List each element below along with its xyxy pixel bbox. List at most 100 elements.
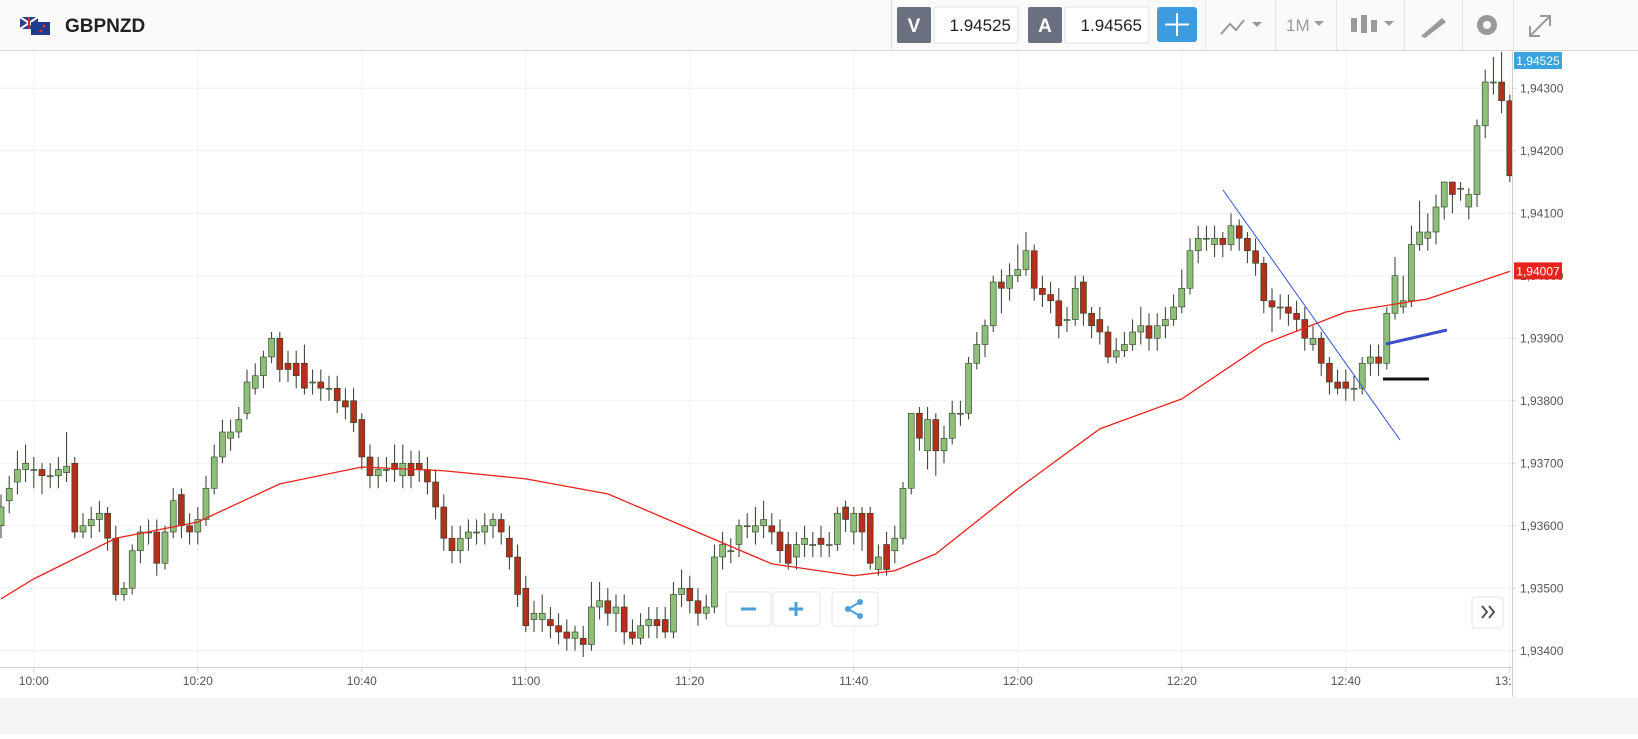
zoom-out-button[interactable]: [725, 591, 772, 627]
flag-icon: [19, 16, 50, 35]
x-tick-label: 12:40: [1331, 674, 1361, 688]
x-tick-group: 10:00 10:20 10:40 11:00 11:20 11:40 12:00 12:20…: [19, 667, 1525, 688]
candle-body: [202, 487, 210, 520]
candle-body: [1285, 306, 1292, 314]
candle-body: [1367, 356, 1374, 364]
candle-body: [448, 537, 456, 552]
candle-body: [1121, 344, 1128, 352]
candle-body: [1260, 262, 1268, 302]
fullscreen-button[interactable]: [1529, 15, 1551, 37]
candle-body: [1399, 300, 1407, 308]
candle-body: [0, 506, 5, 527]
candle-body: [899, 487, 907, 539]
moving-average: [0, 270, 1511, 600]
candle-body: [1268, 300, 1276, 308]
candle-body: [440, 506, 448, 539]
candle-body: [981, 325, 989, 345]
candle-body: [891, 537, 899, 552]
candle-body: [1211, 237, 1218, 245]
candle-body: [301, 362, 308, 389]
ask-button[interactable]: [1028, 7, 1062, 43]
candle-body: [383, 469, 390, 471]
candle-body: [276, 337, 284, 370]
candle-body: [1383, 312, 1391, 364]
crosshair-button[interactable]: [1157, 7, 1197, 42]
candle-body: [342, 400, 349, 408]
candle-body: [801, 537, 808, 545]
candle-body: [1481, 81, 1489, 127]
candle-body: [1203, 237, 1210, 240]
timeframe[interactable]: 1M: [1286, 16, 1310, 35]
settings-button[interactable]: [1477, 15, 1497, 35]
candle-body: [1014, 269, 1022, 277]
candle-body: [530, 612, 538, 620]
candle-body: [1145, 325, 1153, 339]
ma-tag: [1514, 262, 1562, 280]
candle-body: [1317, 337, 1325, 364]
candle-body: [1391, 275, 1399, 314]
zoom-in-button[interactable]: [772, 591, 821, 627]
chart-type-button[interactable]: [1351, 15, 1394, 33]
candle-body: [465, 531, 472, 539]
grid: [0, 52, 1512, 667]
candle-body: [1186, 250, 1194, 289]
draw-button[interactable]: [1421, 18, 1446, 38]
share-button[interactable]: [831, 591, 879, 627]
candle-body: [588, 606, 595, 645]
candle-body: [661, 619, 669, 633]
y-tick-label: 1,94100: [1520, 206, 1564, 220]
candle-body: [965, 362, 972, 414]
candle-body: [1235, 225, 1243, 239]
candle-body: [563, 631, 571, 639]
candle-body: [391, 462, 398, 470]
scroll-end-button[interactable]: [1471, 596, 1504, 629]
candle-body: [752, 525, 759, 533]
x-tick-label: 11:40: [839, 674, 868, 688]
candle-body: [374, 469, 382, 477]
candle-body: [1473, 125, 1481, 195]
bid-button[interactable]: [897, 7, 931, 43]
candle-body: [1088, 312, 1095, 327]
ask-price: 1.94565: [1081, 16, 1142, 35]
bid-price: 1.94525: [950, 16, 1011, 35]
candle-body: [514, 556, 521, 595]
indicators-button[interactable]: [1220, 19, 1262, 35]
candle-body: [169, 500, 177, 533]
candle-body: [1449, 181, 1456, 195]
candle-body: [702, 606, 710, 614]
x-tick-label: 12:00: [1003, 674, 1033, 688]
y-tick-label: 1,93600: [1520, 519, 1564, 533]
candle-body: [817, 537, 825, 545]
candle-body: [825, 544, 833, 546]
candle-body: [79, 525, 87, 533]
candle-body: [1334, 381, 1341, 389]
candle-body: [1276, 306, 1284, 309]
price-tag: [1514, 52, 1562, 69]
trend-line[interactable]: [1385, 328, 1448, 346]
candle-body: [760, 519, 767, 527]
candle-body: [1170, 306, 1177, 320]
candle-body: [1071, 287, 1079, 320]
timeframe-caret: [1314, 21, 1324, 26]
candle-body: [555, 625, 562, 633]
candle-body: [1465, 194, 1473, 208]
plot: [0, 52, 1512, 657]
candle-body: [292, 362, 300, 377]
candle-body: [1030, 250, 1038, 289]
candle-body: [96, 512, 103, 520]
candle-body: [46, 475, 54, 478]
candle-body: [670, 594, 677, 633]
price-tag-label: 1,94525: [1516, 54, 1560, 68]
x-tick-label: 12:20: [1167, 674, 1197, 688]
candle-body: [1416, 231, 1423, 245]
y-tick-label: 1,93400: [1520, 644, 1564, 658]
x-tick-label: 10:00: [19, 674, 49, 688]
candle-body: [210, 456, 218, 489]
candle-body: [235, 419, 243, 433]
x-tick-label: 13:00: [1495, 674, 1525, 688]
candle-body: [522, 587, 530, 627]
candle-body: [1342, 381, 1350, 389]
candle-body: [940, 437, 948, 452]
trend-line[interactable]: [1222, 189, 1401, 441]
candle-body: [317, 381, 325, 389]
